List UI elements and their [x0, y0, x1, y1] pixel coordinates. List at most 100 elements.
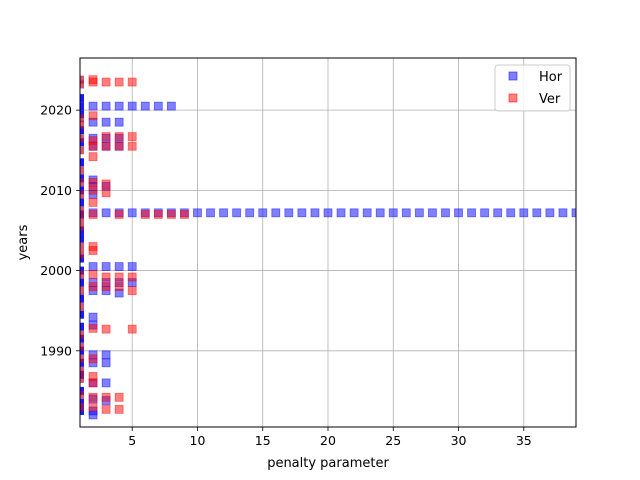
edge-point [80, 166, 84, 175]
data-point [127, 286, 137, 296]
edge-point [80, 214, 84, 223]
edge-point [80, 370, 84, 379]
data-point [506, 208, 516, 218]
data-point [219, 208, 228, 218]
data-point [88, 177, 98, 187]
edge-point [80, 134, 84, 143]
data-point [101, 101, 111, 111]
edge-point [80, 178, 84, 187]
edge-point [80, 254, 84, 263]
edge-point [80, 330, 84, 339]
data-point [88, 354, 98, 364]
data-point [127, 324, 137, 334]
legend-label-ver: Ver [539, 92, 561, 107]
data-point [101, 282, 111, 292]
data-point [101, 404, 111, 414]
data-point [454, 208, 463, 218]
edge-point [80, 346, 84, 355]
edge-point [80, 158, 84, 167]
series-edge-2 [80, 94, 84, 415]
data-point [193, 208, 202, 218]
data-point [166, 210, 176, 219]
y-axis-ticks: 1990 2000 2010 2020 [40, 103, 80, 358]
data-point [88, 246, 98, 255]
data-point [101, 272, 111, 282]
data-point [88, 185, 98, 195]
edge-point [80, 206, 84, 215]
edge-point [80, 286, 84, 295]
series-hor [88, 101, 576, 420]
data-point [114, 141, 124, 151]
edge-point [80, 234, 84, 243]
edge-point [80, 138, 84, 147]
data-point [153, 101, 163, 111]
data-point [88, 141, 98, 151]
data-point [114, 132, 124, 142]
data-point [101, 392, 111, 402]
data-point [362, 208, 372, 218]
data-point [206, 208, 215, 218]
data-point [88, 402, 98, 412]
x-tick-label: 20 [320, 433, 336, 448]
data-point [545, 208, 555, 218]
data-point [101, 378, 111, 388]
x-tick-label: 10 [190, 433, 206, 448]
data-point [114, 210, 124, 219]
data-point [493, 208, 503, 218]
data-point [101, 350, 111, 360]
data-point [375, 208, 385, 218]
data-point [258, 208, 268, 218]
data-point [127, 272, 137, 282]
data-point [88, 210, 98, 219]
edge-point [80, 386, 84, 395]
data-point [88, 410, 98, 420]
data-point [114, 272, 124, 282]
y-tick-label: 1990 [40, 343, 72, 358]
x-tick-label: 30 [451, 433, 467, 448]
data-point [114, 282, 124, 292]
data-point [245, 208, 255, 218]
data-marks [80, 75, 576, 420]
data-point [114, 392, 124, 402]
data-point [336, 208, 346, 218]
legend-swatch-ver [508, 93, 518, 103]
data-point [88, 312, 98, 322]
data-point [101, 262, 111, 271]
data-point [114, 262, 124, 271]
data-point [140, 101, 150, 111]
edge-point [80, 75, 84, 84]
edge-point [80, 190, 84, 199]
data-point [88, 392, 98, 402]
edge-point [80, 210, 84, 219]
edge-point [80, 354, 84, 363]
data-point [88, 270, 98, 279]
data-point [127, 141, 137, 151]
data-point [284, 208, 294, 218]
data-point [127, 132, 137, 142]
data-point [114, 404, 124, 414]
data-point [480, 208, 490, 218]
data-point [88, 282, 98, 292]
edge-point [80, 126, 84, 135]
edge-point [80, 406, 84, 415]
data-point [414, 208, 424, 218]
data-point [571, 208, 576, 218]
data-point [101, 179, 111, 189]
legend-swatch-hor [508, 71, 518, 81]
legend-label-hor: Hor [539, 70, 563, 85]
y-tick-label: 2020 [40, 103, 72, 118]
edge-point [80, 226, 84, 235]
data-point [441, 208, 450, 218]
edge-point [80, 80, 84, 89]
edge-point [80, 374, 84, 383]
data-point [101, 208, 111, 218]
data-point [127, 208, 137, 218]
data-point [101, 132, 111, 142]
data-point [519, 208, 529, 218]
data-point [467, 208, 476, 218]
data-point [88, 111, 98, 121]
edge-point [80, 110, 84, 119]
edge-point [80, 278, 84, 287]
data-point [101, 117, 111, 127]
